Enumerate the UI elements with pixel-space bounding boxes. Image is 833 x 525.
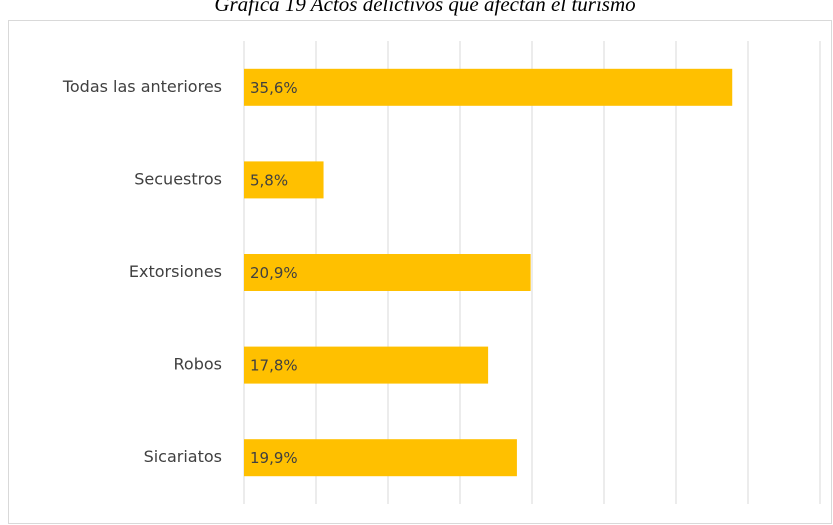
- data-label: 20,9%: [250, 264, 298, 282]
- bar: [244, 254, 531, 291]
- data-label: 5,8%: [250, 171, 288, 189]
- y-tick-label: Extorsiones: [129, 262, 222, 281]
- y-tick-label: Secuestros: [134, 169, 222, 188]
- y-tick-label: Sicariatos: [144, 447, 222, 466]
- y-tick-label: Todas las anteriores: [62, 77, 222, 96]
- data-label: 35,6%: [250, 79, 298, 97]
- data-label: 19,9%: [250, 449, 298, 467]
- bar: [244, 161, 324, 199]
- bar: [244, 346, 489, 384]
- data-label: 17,8%: [250, 357, 298, 375]
- chart-title: Gráfica 19 Actos delictivos que afectan …: [214, 0, 635, 16]
- bar: [244, 439, 517, 477]
- bar: [244, 68, 733, 106]
- y-tick-label: Robos: [174, 355, 222, 374]
